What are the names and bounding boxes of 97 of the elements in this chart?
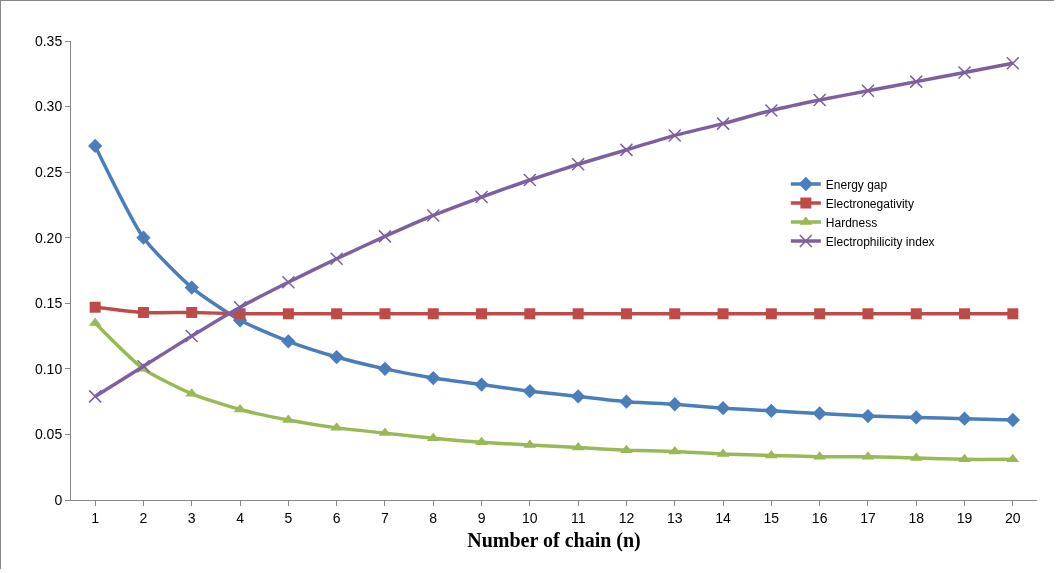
x-tick-label: 2: [139, 509, 148, 526]
y-tick-label: 0.30: [34, 98, 63, 115]
point: [329, 349, 344, 365]
point: [619, 394, 634, 409]
point: [379, 308, 391, 320]
point: [136, 230, 151, 245]
point: [329, 251, 344, 266]
y-tick-label: 0.15: [34, 295, 63, 312]
point: [137, 306, 149, 318]
point: [668, 445, 682, 455]
x-tick-label: 6: [332, 509, 341, 526]
x-tick-label: 7: [381, 509, 390, 526]
point: [378, 229, 392, 244]
point: [426, 370, 441, 386]
legend-label: Energy gap: [825, 177, 888, 192]
x-tick-label: 14: [715, 509, 732, 526]
point: [475, 436, 488, 446]
point: [427, 308, 439, 320]
point: [910, 308, 922, 320]
point: [764, 403, 779, 418]
point: [184, 280, 199, 295]
point: [765, 449, 778, 459]
point: [426, 432, 440, 442]
point: [572, 308, 584, 320]
y-tick-label: 0.25: [34, 164, 63, 181]
point: [88, 138, 103, 154]
point: [136, 359, 151, 373]
point: [715, 401, 731, 416]
point: [474, 377, 489, 392]
point: [281, 275, 296, 290]
x-tick-label: 3: [187, 509, 196, 526]
point: [861, 84, 875, 98]
x-tick-label: 13: [666, 509, 683, 526]
x-tick-label: 5: [284, 509, 293, 526]
point: [281, 334, 296, 349]
point: [765, 308, 777, 320]
x-tick-label: 8: [429, 509, 438, 526]
legend-label: Electrophilicity index: [825, 234, 935, 249]
point: [524, 308, 536, 320]
point: [957, 411, 972, 426]
point: [1005, 412, 1020, 428]
point: [620, 308, 632, 320]
point: [426, 208, 440, 223]
point: [522, 384, 537, 399]
point: [716, 116, 730, 131]
point: [860, 408, 876, 424]
x-tick-label: 16: [811, 509, 828, 526]
point: [571, 157, 585, 172]
point: [186, 306, 198, 318]
point: [282, 308, 294, 320]
point: [862, 308, 874, 320]
point: [717, 308, 729, 320]
point: [571, 389, 586, 404]
point: [668, 128, 682, 143]
point: [958, 453, 971, 463]
point: [909, 74, 923, 89]
y-tick-label: 0.35: [34, 32, 63, 49]
x-tick-label: 11: [570, 509, 586, 526]
point: [909, 410, 924, 425]
x-tick-label: 10: [522, 509, 538, 526]
point: [377, 361, 393, 377]
point: [667, 397, 682, 412]
point: [523, 173, 537, 187]
x-tick-label: 4: [236, 509, 245, 526]
point: [233, 300, 247, 314]
point: [669, 308, 681, 320]
x-tick-label: 18: [908, 509, 925, 526]
point: [619, 143, 634, 157]
x-tick-label: 15: [763, 509, 780, 526]
point: [1006, 56, 1020, 71]
point: [764, 103, 779, 118]
y-tick-label: 0.05: [34, 426, 63, 443]
x-tick-label: 9: [477, 509, 486, 526]
legend-label: Electronegativity: [825, 196, 914, 211]
y-tick-label: 0.10: [34, 360, 63, 377]
point: [476, 308, 488, 320]
y-tick-label: 0: [54, 491, 63, 508]
point: [1007, 308, 1019, 320]
point: [957, 65, 972, 80]
point: [959, 308, 971, 320]
point: [89, 301, 101, 313]
x-tick-label: 12: [618, 509, 635, 526]
point: [1006, 453, 1020, 463]
x-tick-label: 1: [91, 509, 100, 526]
x-axis-title: Number of chain (n): [467, 529, 641, 553]
legend-label: Hardness: [825, 215, 878, 230]
point: [812, 93, 827, 107]
x-tick-label: 19: [956, 509, 973, 526]
point: [331, 308, 343, 320]
point: [474, 190, 489, 204]
x-tick-label: 17: [860, 509, 876, 526]
point: [185, 329, 199, 343]
point: [88, 389, 102, 404]
point: [812, 406, 827, 421]
point: [814, 308, 826, 320]
x-tick-label: 20: [1005, 509, 1021, 526]
y-tick-label: 0.20: [34, 229, 63, 246]
